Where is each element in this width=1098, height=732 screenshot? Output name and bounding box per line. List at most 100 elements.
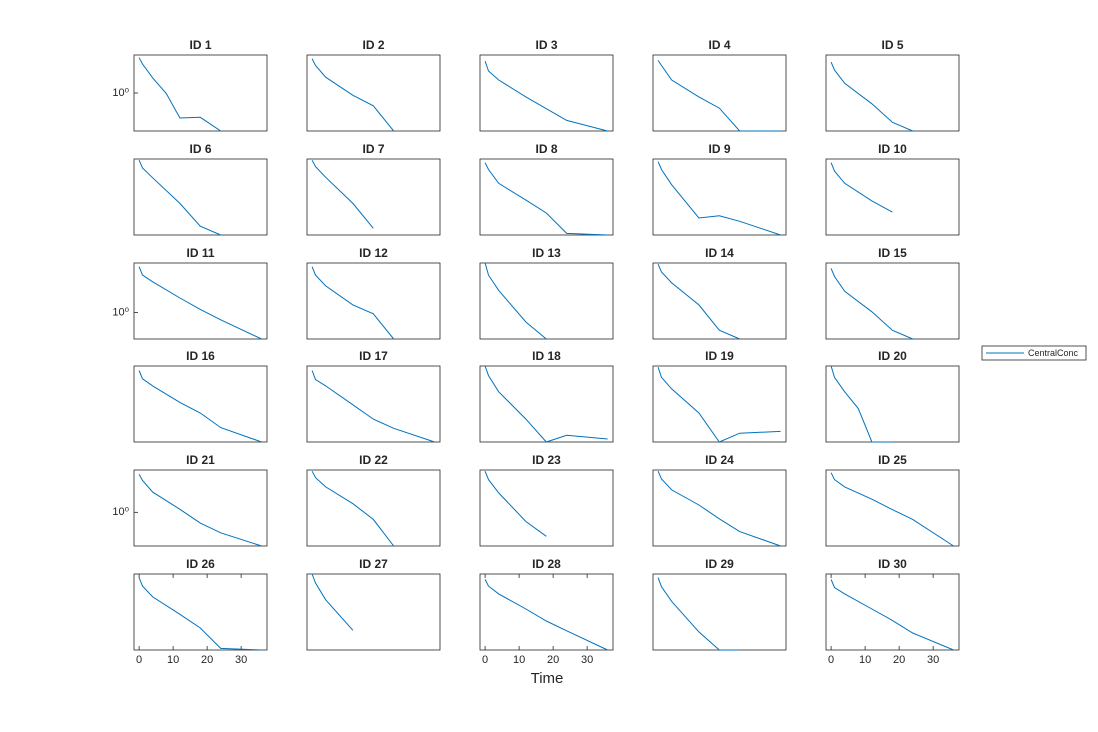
data-line [311,58,395,132]
panel-frame [479,54,614,132]
panel-title: ID 27 [359,557,388,571]
data-line [657,471,781,547]
data-line [311,159,374,229]
panel-frame [306,158,441,236]
x-tick-label: 10 [513,654,525,666]
panel-frame [133,54,268,132]
data-line [484,162,608,236]
panel-title: ID 28 [532,557,561,571]
panel-title: ID 10 [878,142,907,156]
panel-frame [306,469,441,547]
panel-title: ID 19 [705,349,734,363]
x-tick-label: 0 [828,654,834,666]
panel-title: ID 3 [535,38,557,52]
panel-frame [479,365,614,443]
panel-title: ID 2 [362,38,384,52]
panel-title: ID 16 [186,349,215,363]
panel-frame [652,158,787,236]
data-line [138,160,221,236]
panel-frame [479,573,614,651]
panel-title: ID 5 [881,38,903,52]
panel-frame [652,573,787,651]
panel-title: ID 18 [532,349,561,363]
data-line [138,57,221,132]
legend-box [981,345,1087,361]
panel-frame [133,365,268,443]
data-line [311,266,395,340]
panel-title: ID 13 [532,246,561,260]
panel-frame [133,158,268,236]
panel-frame [306,54,441,132]
panel-title: ID 20 [878,349,907,363]
panel-title: ID 4 [708,38,730,52]
data-line [484,471,547,537]
x-tick-label: 10 [859,654,871,666]
x-tick-label: 30 [927,654,939,666]
x-tick-label: 0 [482,654,488,666]
data-line [830,365,893,443]
panel-title: ID 9 [708,142,730,156]
x-tick-label: 20 [893,654,905,666]
legend-label: CentralConc [1028,348,1079,358]
panel-frame [479,158,614,236]
panel-title: ID 15 [878,246,907,260]
panel-title: ID 11 [186,246,214,260]
panel-frame [133,262,268,340]
panel-frame [133,469,268,547]
x-tick-label: 30 [235,654,247,666]
y-tick-label: 10⁰ [112,87,129,99]
data-line [138,266,262,340]
panel-frame [306,262,441,340]
data-line [484,579,608,651]
panel-frame [825,365,960,443]
data-line [657,161,781,236]
panel-frame [825,262,960,340]
panel-title: ID 25 [878,453,907,467]
x-tick-label: 30 [581,654,593,666]
data-line [311,573,354,631]
panel-frame [652,54,787,132]
x-tick-label: 20 [201,654,213,666]
x-tick-label: 10 [167,654,179,666]
data-line [138,577,262,651]
data-line [830,472,954,547]
panel-frame [825,158,960,236]
data-line [484,262,547,340]
panel-frame [825,469,960,547]
panel-frame [652,365,787,443]
y-tick-label: 10⁰ [112,306,129,318]
panel-frame [825,573,960,651]
panel-title: ID 1 [189,38,211,52]
data-line [830,268,913,340]
panel-frame [825,54,960,132]
data-line [311,470,395,547]
panel-title: ID 30 [878,557,907,571]
panel-frame [306,573,441,651]
panel-title: ID 8 [535,142,557,156]
panel-title: ID 12 [359,246,388,260]
data-line [311,370,435,443]
panel-title: ID 17 [359,349,388,363]
data-line [138,370,262,443]
panel-title: ID 29 [705,557,734,571]
data-line [657,577,740,651]
x-tick-label: 0 [136,654,142,666]
panel-frame [479,262,614,340]
data-line [830,162,893,213]
data-line [484,60,608,132]
panel-title: ID 7 [362,142,384,156]
data-line [484,365,608,443]
panel-title: ID 22 [359,453,388,467]
data-line [657,367,781,443]
panel-title: ID 23 [532,453,561,467]
panel-title: ID 24 [705,453,734,467]
panel-frame [306,365,441,443]
panel-title: ID 6 [189,142,211,156]
panel-title: ID 21 [186,453,215,467]
x-axis-label: Time [531,670,564,687]
panel-title: ID 14 [705,246,734,260]
y-tick-label: 10⁰ [112,506,129,518]
panel-frame [652,262,787,340]
panel-frame [652,469,787,547]
data-line [657,60,781,132]
